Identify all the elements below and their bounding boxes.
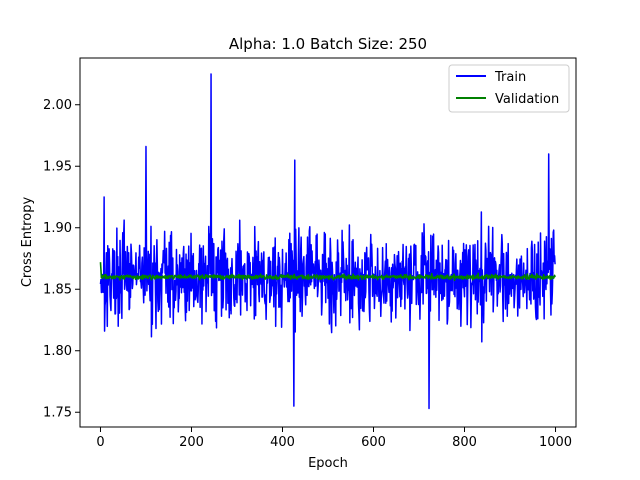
x-tick-label: 0 [96, 435, 104, 450]
x-tick-label: 200 [179, 435, 204, 450]
y-tick-label: 1.95 [43, 160, 72, 175]
legend: Train Validation [448, 64, 570, 113]
legend-label-validation: Validation [495, 92, 559, 107]
series-line-validation [99, 262, 556, 282]
x-tick-label: 800 [452, 435, 477, 450]
legend-label-train: Train [494, 70, 526, 85]
y-axis-label: Cross Entropy [20, 197, 35, 288]
y-tick-label: 1.75 [43, 406, 72, 421]
x-axis: 0 200 400 600 800 1000 [96, 427, 572, 450]
chart-title: Alpha: 1.0 Batch Size: 250 [229, 35, 427, 53]
x-tick-label: 400 [270, 435, 295, 450]
y-tick-label: 1.80 [43, 344, 72, 359]
series-line-train [99, 73, 556, 410]
axes-frame [79, 57, 577, 428]
series-layer [99, 73, 556, 410]
y-tick-label: 1.85 [43, 283, 72, 298]
x-tick-label: 600 [361, 435, 386, 450]
y-tick-label: 1.90 [43, 221, 72, 236]
x-tick-label: 1000 [539, 435, 572, 450]
y-tick-label: 2.00 [43, 98, 72, 113]
x-axis-label: Epoch [308, 456, 348, 471]
y-axis: 1.75 1.80 1.85 1.90 1.95 2.00 [43, 98, 80, 421]
